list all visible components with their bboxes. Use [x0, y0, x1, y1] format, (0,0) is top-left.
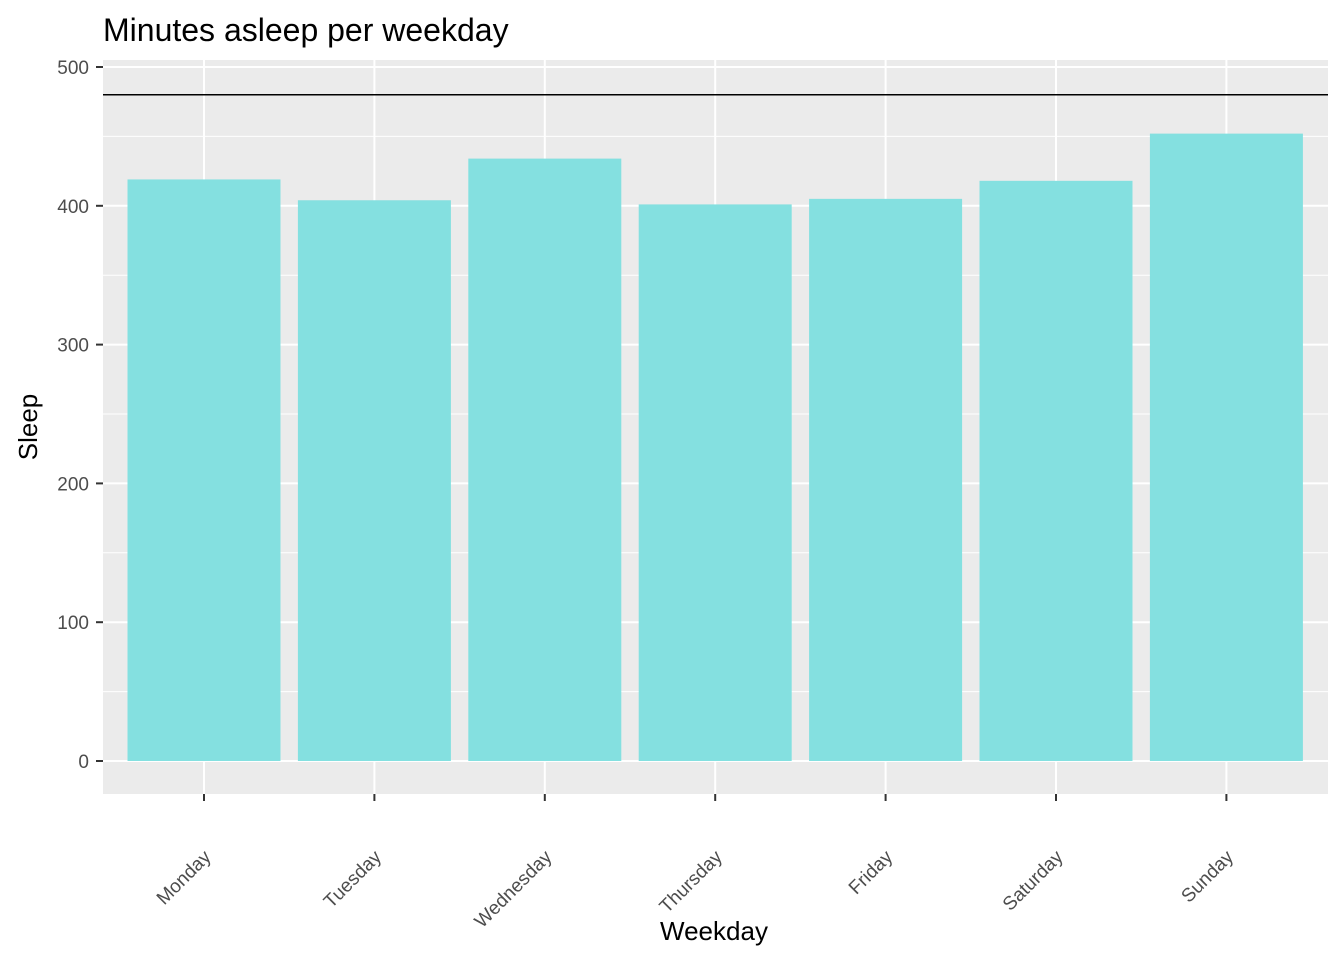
x-tick-label: Tuesday [320, 846, 386, 912]
y-axis: 0 100 200 300 400 500 [57, 58, 103, 773]
y-tick-label: 100 [57, 613, 89, 634]
x-tick-label: Saturday [999, 846, 1068, 915]
y-axis-title: Sleep [13, 394, 43, 461]
x-tick-label: Sunday [1178, 846, 1239, 907]
x-tick-label: Monday [153, 846, 216, 909]
x-tick-label: Wednesday [471, 846, 557, 932]
y-tick-label: 400 [57, 197, 89, 218]
y-tick-label: 500 [57, 58, 89, 79]
x-axis: Monday Tuesday Wednesday Thursday Friday Satu… [153, 794, 1238, 932]
bar-friday [809, 198, 963, 762]
bar-tuesday [297, 200, 451, 762]
bars [127, 133, 1303, 762]
x-axis-title: Weekday [660, 916, 768, 946]
y-tick-label: 0 [78, 752, 89, 773]
chart-title: Minutes asleep per weekday [103, 12, 509, 48]
x-tick-label: Thursday [656, 846, 727, 917]
bar-monday [127, 179, 281, 762]
y-tick-label: 200 [57, 474, 89, 495]
bar-wednesday [468, 158, 622, 761]
y-tick-label: 300 [57, 336, 89, 357]
bar-sunday [1149, 133, 1303, 761]
x-tick-label: Friday [845, 846, 898, 899]
bar-saturday [979, 180, 1133, 762]
bar-thursday [638, 204, 792, 762]
